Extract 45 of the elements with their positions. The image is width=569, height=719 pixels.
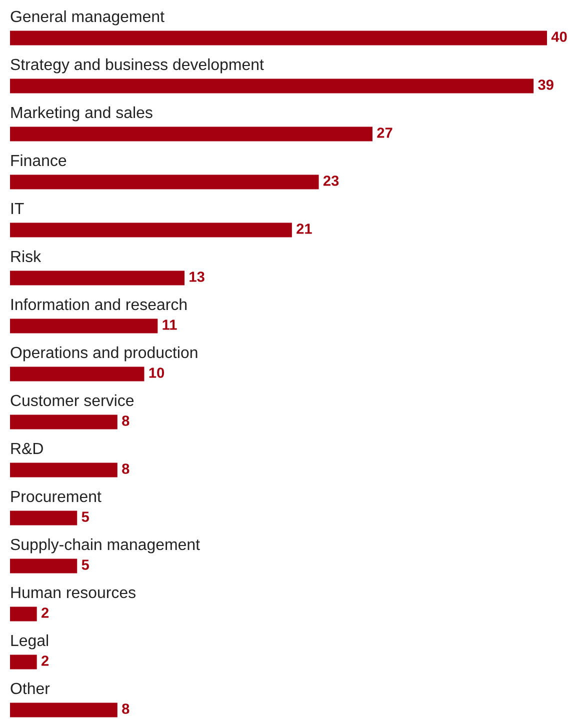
data-label: 2 bbox=[42, 656, 49, 666]
y-tick-label: General management bbox=[10, 10, 164, 26]
y-tick-label: Strategy and business development bbox=[10, 58, 264, 74]
bar bbox=[10, 654, 37, 670]
bar bbox=[10, 558, 78, 574]
data-label: 8 bbox=[122, 416, 130, 426]
y-tick-label: R&D bbox=[11, 442, 43, 454]
y-tick-label: Procurement bbox=[11, 490, 102, 502]
bar bbox=[10, 606, 37, 622]
y-tick-label: Risk bbox=[11, 250, 42, 262]
data-label: 10 bbox=[149, 368, 164, 378]
bar bbox=[10, 366, 144, 382]
bar bbox=[10, 30, 547, 46]
y-tick-label: Human resources bbox=[11, 586, 136, 598]
y-tick-label: Information and research bbox=[11, 298, 187, 310]
bar bbox=[10, 78, 534, 94]
bar bbox=[10, 270, 185, 286]
bar bbox=[10, 174, 319, 190]
data-label: 13 bbox=[190, 272, 204, 282]
y-tick-label: Marketing and sales bbox=[11, 106, 152, 122]
bar bbox=[10, 318, 158, 334]
data-label: 8 bbox=[122, 464, 130, 474]
data-label: 2 bbox=[42, 608, 49, 618]
bar bbox=[10, 126, 372, 142]
y-tick-label: Finance bbox=[11, 154, 66, 166]
data-label: 21 bbox=[296, 224, 312, 234]
bar bbox=[10, 414, 118, 430]
data-label: 39 bbox=[538, 80, 554, 90]
data-label: 23 bbox=[323, 176, 339, 186]
bar bbox=[10, 462, 118, 478]
data-label: 40 bbox=[551, 32, 567, 42]
bar bbox=[10, 702, 118, 718]
y-tick-label: Other bbox=[10, 682, 50, 694]
bar bbox=[10, 222, 292, 238]
bar bbox=[10, 510, 78, 526]
y-tick-label: Operations and production bbox=[10, 346, 198, 362]
data-label: 11 bbox=[162, 320, 177, 330]
data-label: 27 bbox=[377, 128, 392, 138]
y-tick-label: Customer service bbox=[10, 394, 134, 406]
y-tick-label: Legal bbox=[11, 634, 48, 650]
data-label: 8 bbox=[122, 704, 130, 714]
y-tick-label: IT bbox=[11, 202, 24, 214]
data-label: 5 bbox=[82, 560, 89, 570]
data-label: 5 bbox=[82, 512, 89, 522]
y-tick-label: Supply-chain management bbox=[10, 538, 200, 554]
